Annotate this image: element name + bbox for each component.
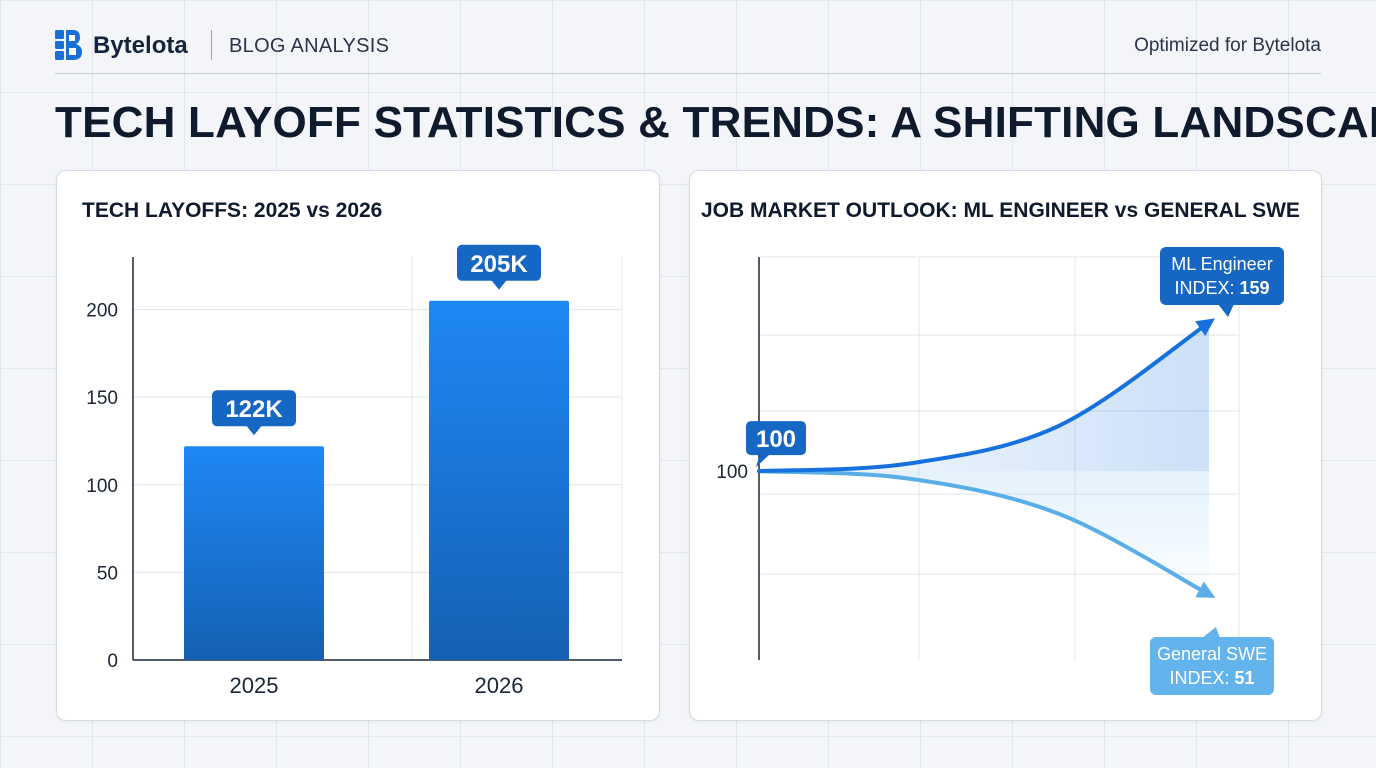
bar-x-tick-label: 2025 xyxy=(230,673,279,698)
bar-x-tick-label: 2026 xyxy=(475,673,524,698)
header: Bytelota BLOG ANALYSIS Optimized for Byt… xyxy=(55,26,1321,64)
general-swe-area xyxy=(759,471,1209,595)
ml-engineer-series-name: ML Engineer xyxy=(1171,254,1272,274)
bar-data-label: 205K xyxy=(470,251,528,278)
ml-engineer-index-value: 159 xyxy=(1239,278,1269,298)
ml-engineer-area xyxy=(759,322,1209,472)
general-swe-line xyxy=(757,469,1216,598)
line-chart-title: JOB MARKET OUTLOOK: ML ENGINEER vs GENER… xyxy=(701,199,1300,222)
general-swe-callout-pointer xyxy=(1202,627,1220,638)
line-chart: 100 100 ML Engineer INDEX: 159 General SWE IN… xyxy=(716,247,1284,695)
bar-data-label: 122K xyxy=(225,396,283,423)
bar-y-tick-label: 0 xyxy=(107,651,118,672)
bar-chart: 0 50 100 150 200 2025 122K 2026 205K xyxy=(86,244,623,698)
ml-engineer-index-prefix: INDEX: xyxy=(1174,278,1239,298)
bar-callout-pointer xyxy=(246,425,262,436)
layoffs-panel: TECH LAYOFFS: 2025 vs 2026 0 50 100 150 200 2… xyxy=(56,170,660,721)
line-y-tick-label: 100 xyxy=(716,462,748,483)
bar-callout-box xyxy=(457,244,541,281)
bar-y-tick-label: 100 xyxy=(86,476,118,497)
ml-engineer-callout-pointer xyxy=(1218,304,1234,317)
bar-callout-box xyxy=(212,390,296,427)
general-swe-callout-box xyxy=(1150,637,1274,695)
ml-engineer-line xyxy=(757,318,1215,474)
bar-y-tick-label: 200 xyxy=(86,301,118,322)
start-callout-box xyxy=(746,421,806,456)
section-label: BLOG ANALYSIS xyxy=(229,35,390,57)
bar-y-tick-label: 50 xyxy=(97,563,118,584)
start-callout-pointer xyxy=(756,454,770,468)
bytelota-logo-icon xyxy=(55,30,82,60)
bar-y-tick-label: 150 xyxy=(86,388,118,409)
general-swe-index-prefix: INDEX: xyxy=(1169,668,1234,688)
optimized-note: Optimized for Bytelota xyxy=(1134,35,1321,56)
general-swe-series-name: General SWE xyxy=(1157,644,1267,664)
bar-callout-pointer xyxy=(491,279,507,290)
brand-name: Bytelota xyxy=(93,32,188,59)
start-data-label: 100 xyxy=(756,426,796,453)
general-swe-index-value: 51 xyxy=(1234,668,1254,688)
bar-chart-title: TECH LAYOFFS: 2025 vs 2026 xyxy=(82,199,383,222)
ml-engineer-callout-box xyxy=(1160,247,1284,305)
ml-engineer-index-label: INDEX: 159 xyxy=(1174,278,1269,298)
page-title: TECH LAYOFF STATISTICS & TRENDS: A SHIFT… xyxy=(55,98,1376,147)
bar-2026 xyxy=(429,300,569,660)
header-divider xyxy=(211,30,212,60)
outlook-panel: JOB MARKET OUTLOOK: ML ENGINEER vs GENER… xyxy=(689,170,1322,721)
general-swe-index-label: INDEX: 51 xyxy=(1169,668,1254,688)
header-rule xyxy=(55,73,1321,74)
bar-2025 xyxy=(184,446,324,660)
